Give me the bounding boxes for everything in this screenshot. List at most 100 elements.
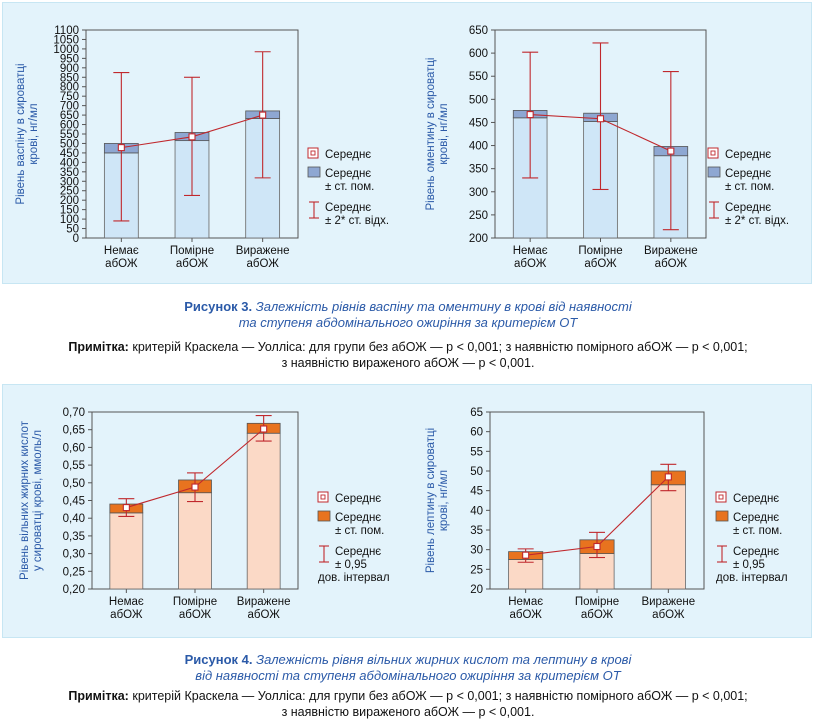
y-tick-label: 700 <box>60 101 79 113</box>
y-tick-label: 500 <box>469 94 488 106</box>
y-tick-label: 550 <box>60 129 79 141</box>
legend-se-label: ± ст. пом. <box>325 181 374 193</box>
mean-point <box>667 147 675 155</box>
y-tick-label: 30 <box>470 545 483 557</box>
legend-se-swatch <box>715 510 729 522</box>
y-axis-label: крові, нг/мл <box>28 103 40 164</box>
y-tick-label: 40 <box>470 505 483 517</box>
legend-se-swatch <box>707 166 721 178</box>
legend-se-label: Середнє <box>733 512 779 524</box>
y-tick-label: 250 <box>469 210 488 222</box>
legend-se-label: Середнє <box>725 168 771 180</box>
y-tick-label: 0 <box>73 233 79 245</box>
x-tick-label: Немає <box>513 245 548 257</box>
y-tick-label: 0,35 <box>63 531 85 543</box>
legend-ci-label: ± 2* ст. відх. <box>725 215 789 227</box>
figure4-caption: Рисунок 4. Залежність рівня вільних жирн… <box>0 652 816 684</box>
legend-mean-marker-inner <box>710 150 716 156</box>
y-tick-label: 450 <box>60 148 79 160</box>
y-tick-label: 750 <box>60 91 79 103</box>
y-tick-label: 650 <box>60 110 79 122</box>
legend-mean-label: Середнє <box>335 493 381 505</box>
mean-point <box>117 144 125 152</box>
y-tick-label: 0,50 <box>63 478 85 490</box>
mean-point <box>522 551 530 559</box>
figure3-note-line2: з наявністю вираженого абОЖ — p < 0,001. <box>281 356 535 370</box>
bar <box>508 559 544 590</box>
y-tick-label: 900 <box>60 63 79 75</box>
legend-se-swatch <box>317 510 331 522</box>
figure4-caption-number: Рисунок 4. <box>184 652 253 667</box>
y-tick-label: 60 <box>470 427 483 439</box>
y-tick-label: 200 <box>469 233 488 245</box>
mean-point <box>526 111 534 119</box>
y-tick-label: 400 <box>60 157 79 169</box>
y-tick-label: 0,70 <box>63 407 85 419</box>
y-tick-label: 35 <box>470 525 483 537</box>
y-tick-label: 0,30 <box>63 549 85 561</box>
y-tick-label: 200 <box>60 195 79 207</box>
x-tick-label: Виражене <box>641 596 695 608</box>
y-axis-label: Рівень васпіну в сироватці <box>15 63 27 204</box>
bar <box>650 484 686 590</box>
x-tick-label: Помірне <box>578 245 622 257</box>
leptin-chart: 20 25 30 35 40 45 50 55 60 65 Рівень лептину в сир… <box>425 407 788 621</box>
legend-mean-label: Середнє <box>325 149 371 161</box>
x-tick-label: абОЖ <box>176 258 209 270</box>
legend-ci-label: Середнє <box>725 202 771 214</box>
figure3-caption-number: Рисунок 3. <box>184 299 253 314</box>
y-tick-label: 300 <box>469 187 488 199</box>
mean-point <box>191 483 199 491</box>
x-tick-label: Виражене <box>237 596 291 608</box>
mean-point <box>188 133 196 141</box>
legend-mean-marker-inner <box>718 494 724 500</box>
y-tick-label: 1100 <box>54 25 79 37</box>
x-tick-label: абОЖ <box>510 609 543 621</box>
y-tick-label: 500 <box>60 138 79 150</box>
x-tick-label: абОЖ <box>652 609 685 621</box>
legend-se-label: Середнє <box>325 168 371 180</box>
x-tick-label: Немає <box>109 596 144 608</box>
x-tick-label: абОЖ <box>248 609 281 621</box>
y-tick-label: 100 <box>60 214 79 226</box>
legend-ci-label: Середнє <box>325 202 371 214</box>
y-tick-label: 45 <box>470 486 483 498</box>
bar <box>579 553 615 590</box>
mean-point <box>593 542 601 551</box>
y-axis-label: у сироватці крові, ммоль/л <box>32 430 44 571</box>
legend-ci-label: дов. інтервал <box>318 572 390 584</box>
x-tick-label: абОЖ <box>105 258 138 270</box>
y-tick-label: 600 <box>469 48 488 60</box>
legend-se-label: ± ст. пом. <box>335 525 384 537</box>
figure3-note-label: Примітка: <box>68 340 129 354</box>
figure3-caption-line1: Залежність рівнів васпіну та оментину в … <box>255 299 632 314</box>
figure4-caption-line2: від наявності та ступеня абдомінального … <box>195 668 621 683</box>
mean-point <box>664 473 672 481</box>
x-tick-label: Виражене <box>236 245 290 257</box>
legend-ci-label: ± 0,95 <box>335 559 367 571</box>
ffa-chart: 0,20 0,25 0,30 0,35 0,40 0,45 0,50 0,55 0,60 0,65… <box>19 407 390 621</box>
x-tick-label: абОЖ <box>110 609 143 621</box>
x-tick-label: абОЖ <box>581 609 614 621</box>
y-tick-label: 400 <box>469 141 488 153</box>
bar <box>109 512 144 590</box>
x-tick-label: Немає <box>508 596 543 608</box>
y-tick-label: 65 <box>470 407 483 419</box>
y-tick-label: 0,55 <box>63 460 85 472</box>
y-tick-label: 1050 <box>53 34 79 46</box>
figure4-note-line2: з наявністю вираженого абОЖ — p < 0,001. <box>281 705 535 719</box>
legend-ci-label: ± 0,95 <box>733 559 765 571</box>
figure4-note-label: Примітка: <box>68 689 129 703</box>
figure4-note: Примітка: критерій Краскела — Уолліса: д… <box>0 688 816 720</box>
y-tick-label: 450 <box>469 117 488 129</box>
mean-point <box>122 504 130 512</box>
x-tick-label: Немає <box>104 245 139 257</box>
legend-ci-label: ± 2* ст. відх. <box>325 215 389 227</box>
legend-ci-label: Середнє <box>733 546 779 558</box>
y-tick-label: 0,65 <box>63 425 85 437</box>
y-tick-label: 25 <box>470 564 483 576</box>
x-tick-label: Помірне <box>170 245 214 257</box>
legend-ci-label: Середнє <box>335 546 381 558</box>
mean-point <box>259 111 267 119</box>
y-axis-label: Рівень оментину в сироватці <box>425 58 437 211</box>
